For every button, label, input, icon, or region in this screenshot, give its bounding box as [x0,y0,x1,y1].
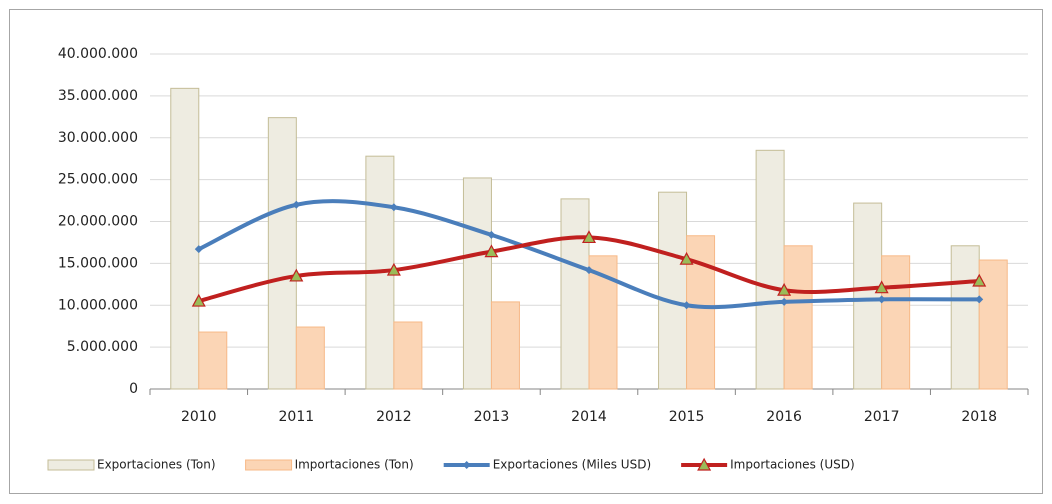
x-tick-label: 2011 [279,409,315,425]
x-tick-label: 2015 [669,409,705,425]
y-tick-label: 15.000.000 [58,255,138,271]
legend-label: Importaciones (Ton) [295,458,414,472]
x-tick-label: 2013 [474,409,510,425]
bar [853,202,883,390]
legend-item: Importaciones (Ton) [245,458,414,472]
line-marker [292,200,301,209]
line-marker [191,293,206,307]
bar [950,245,980,390]
y-tick-label: 30.000.000 [58,130,138,146]
bar [462,177,492,390]
line-marker [679,251,694,265]
legend-label: Exportaciones (Ton) [97,458,216,472]
y-tick-label: 20.000.000 [58,214,138,230]
x-tick-label: 2016 [766,409,802,425]
x-tick-label: 2018 [961,409,997,425]
line-marker [484,244,499,258]
legend-label: Exportaciones (Miles USD) [493,458,651,472]
bar [881,255,911,390]
legend-item: Exportaciones (Miles USD) [443,458,651,472]
line-marker [697,457,712,471]
y-tick-label: 10.000.000 [58,297,138,313]
legend-swatch [245,459,293,471]
line-marker [585,266,593,275]
line-marker [682,301,691,310]
bar [658,191,688,390]
line-marker [780,297,789,306]
bar [295,326,325,390]
legend-item: Importaciones (USD) [681,458,855,472]
line-marker [975,295,984,304]
y-tick-label: 25.000.000 [58,172,138,188]
line-marker [386,262,401,276]
line-marker [487,230,496,239]
x-tick-label: 2010 [181,409,217,425]
bar [560,198,590,390]
line-marker [972,273,987,287]
bar [198,331,228,390]
y-tick-label: 40.000.000 [58,46,138,62]
y-tick-label: 35.000.000 [58,88,138,104]
bar [267,117,297,390]
bar [170,87,200,390]
y-tick-label: 5.000.000 [67,339,138,355]
x-tick-label: 2014 [571,409,607,425]
bar [978,259,1008,390]
line-marker [389,203,398,212]
x-tick-label: 2012 [376,409,412,425]
line-marker [874,280,889,294]
bar [490,301,520,390]
legend-item: Exportaciones (Ton) [47,458,216,472]
line-marker [289,268,304,282]
x-tick-label: 2017 [864,409,900,425]
line-marker [581,230,597,244]
line-marker [194,245,203,254]
line-marker [777,282,792,296]
legend-label: Importaciones (USD) [730,458,855,472]
line-marker [462,461,471,469]
bar [783,245,813,390]
bar [393,321,423,390]
y-tick-label: 0 [129,381,138,397]
legend-swatch [47,459,95,471]
line-marker [877,295,886,304]
bar [755,149,785,390]
